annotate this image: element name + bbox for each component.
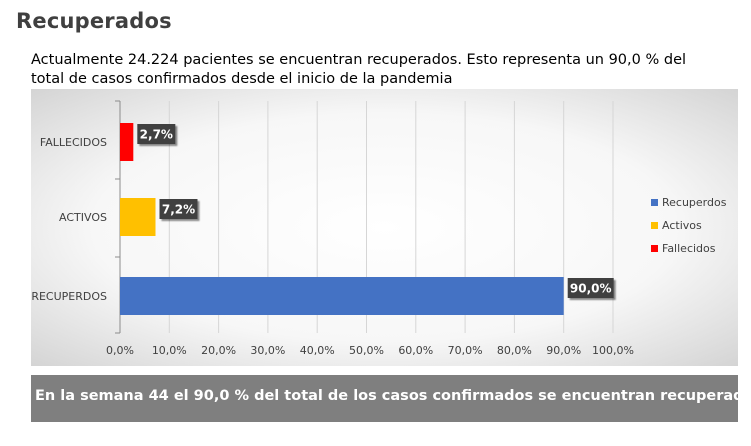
- x-tick-label: 10,0%: [152, 344, 187, 357]
- x-tick-label: 20,0%: [201, 344, 236, 357]
- legend-swatch: [651, 222, 658, 229]
- data-labels: 2,7% 7,2% 90,0%: [137, 124, 614, 298]
- legend-label: Recuperdos: [662, 196, 727, 209]
- recovered-chart: 0,0% 10,0% 20,0% 30,0% 40,0% 50,0% 60,0% 70,0% 8…: [31, 89, 738, 366]
- x-tick-label: 0,0%: [106, 344, 134, 357]
- bars: [120, 123, 564, 315]
- footer-banner: En la semana 44 el 90,0 % del total de l…: [31, 375, 751, 422]
- bar: [120, 123, 134, 161]
- x-tick-label: 60,0%: [398, 344, 433, 357]
- x-tick-label: 70,0%: [448, 344, 483, 357]
- page-title: Recuperados: [16, 9, 172, 33]
- bar: [120, 277, 564, 315]
- category-label: FALLECIDOS: [40, 136, 107, 149]
- x-tick-label: 40,0%: [300, 344, 335, 357]
- x-tick-label: 30,0%: [250, 344, 285, 357]
- x-tick-label: 90,0%: [546, 344, 581, 357]
- legend-label: Activos: [662, 219, 702, 232]
- data-label-box: [567, 278, 614, 298]
- category-label: RECUPERDOS: [31, 290, 107, 303]
- chart-svg: 0,0% 10,0% 20,0% 30,0% 40,0% 50,0% 60,0% 70,0% 8…: [31, 89, 738, 366]
- legend: Recuperdos Activos Fallecidos: [651, 196, 727, 255]
- x-tick-label: 50,0%: [349, 344, 384, 357]
- x-tick-label: 80,0%: [497, 344, 532, 357]
- data-label: 7,2%: [162, 203, 195, 217]
- axes: 0,0% 10,0% 20,0% 30,0% 40,0% 50,0% 60,0% 70,0% 8…: [31, 100, 634, 357]
- data-label-box: [137, 124, 176, 144]
- legend-swatch: [651, 245, 658, 252]
- category-label: ACTIVOS: [59, 211, 107, 224]
- intro-text: Actualmente 24.224 pacientes se encuentr…: [31, 52, 687, 87]
- legend-label: Fallecidos: [662, 242, 716, 255]
- data-label: 2,7%: [140, 128, 173, 142]
- data-label: 90,0%: [570, 282, 612, 296]
- data-label-box: [159, 199, 198, 219]
- bar: [120, 198, 156, 236]
- legend-swatch: [651, 199, 658, 206]
- x-tick-label: 100,0%: [592, 344, 634, 357]
